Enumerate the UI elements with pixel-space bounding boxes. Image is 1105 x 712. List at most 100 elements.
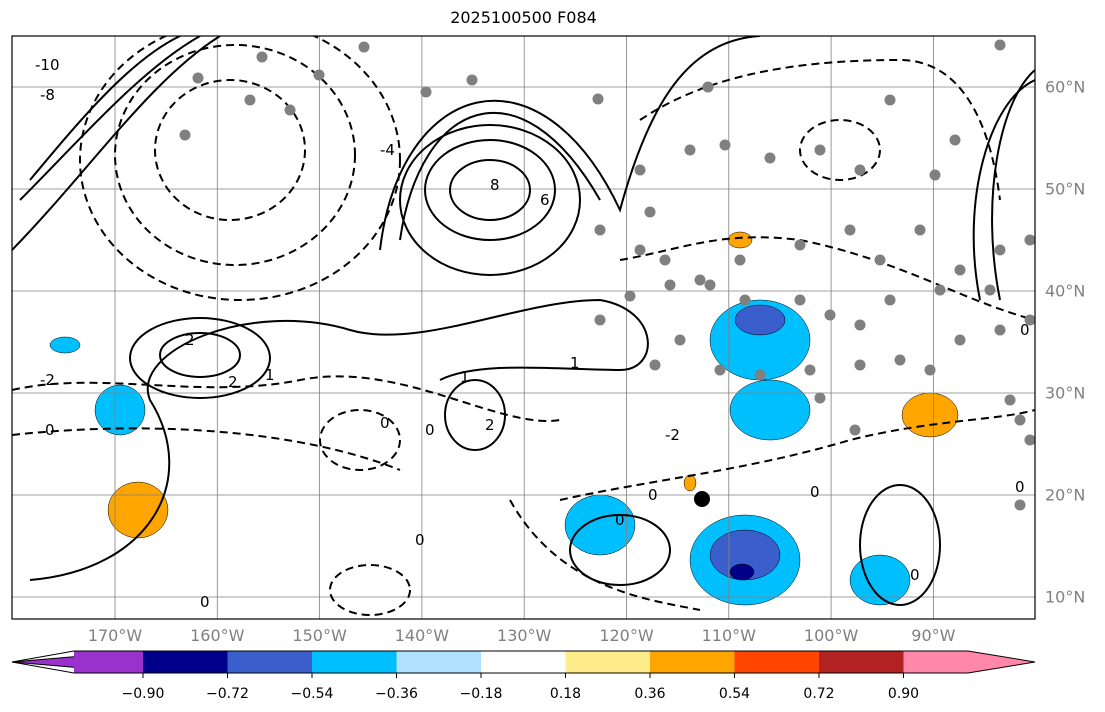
station-marker	[844, 224, 856, 236]
station-marker	[854, 164, 866, 176]
shaded-region	[49, 336, 81, 354]
colorbar-tick-label: 0.54	[718, 686, 751, 702]
station-marker	[702, 81, 714, 93]
latitude-label: 20°N	[1045, 485, 1086, 505]
station-marker	[649, 359, 661, 371]
center-marker	[694, 491, 710, 507]
station-marker	[764, 152, 776, 164]
contour-label: 0	[615, 511, 625, 529]
colorbar-tick-label: −0.18	[459, 686, 503, 702]
contour-label: 0	[425, 421, 435, 439]
colorbar-segment	[819, 651, 904, 673]
shaded-region	[683, 474, 697, 492]
station-marker	[659, 254, 671, 266]
longitude-label: 110°W	[701, 626, 756, 645]
station-marker	[984, 284, 996, 296]
station-marker	[634, 164, 646, 176]
contour-label: 6	[540, 191, 550, 209]
station-marker	[644, 206, 656, 218]
longitude-label: 90°W	[911, 626, 956, 645]
station-marker	[884, 294, 896, 306]
station-marker	[634, 244, 646, 256]
contour-label: 1	[265, 366, 275, 384]
shaded-anomaly-regions	[49, 231, 959, 606]
station-marker	[358, 41, 370, 53]
contour-label: 0	[648, 486, 658, 504]
station-marker	[1014, 499, 1026, 511]
contour-label: -4	[380, 141, 395, 159]
station-marker	[1004, 394, 1016, 406]
station-marker	[754, 369, 766, 381]
colorbar-outline	[11, 650, 1036, 674]
shaded-region	[734, 304, 786, 336]
contour-label: 0	[380, 414, 390, 432]
latitude-label: 10°N	[1045, 587, 1086, 607]
contour-label: 2	[228, 373, 238, 391]
shaded-region	[107, 481, 169, 539]
station-marker	[624, 290, 636, 302]
station-marker	[704, 279, 716, 291]
colorbar-tick-label: −0.54	[290, 686, 334, 702]
station-marker	[420, 86, 432, 98]
station-marker	[949, 134, 961, 146]
longitude-label: 120°W	[599, 626, 654, 645]
station-marker	[1024, 314, 1035, 326]
station-marker	[794, 239, 806, 251]
station-marker	[244, 94, 256, 106]
station-marker	[874, 254, 886, 266]
longitude-label: 160°W	[190, 626, 245, 645]
longitude-label: 140°W	[394, 626, 450, 645]
colorbar-segment	[565, 651, 650, 673]
colorbar-tick-label: −0.72	[206, 686, 249, 702]
colorbar-segment	[396, 651, 481, 673]
colorbar-tick-label: 0.72	[803, 686, 835, 702]
colorbar-tick-label: 0.18	[549, 686, 582, 702]
station-marker	[994, 324, 1006, 336]
station-marker	[594, 224, 606, 236]
colorbar-tick-label: 0.90	[887, 686, 920, 702]
longitude-label: 170°W	[87, 626, 143, 645]
map-title: 2025100500 F084	[450, 8, 597, 27]
longitude-label: 150°W	[292, 626, 347, 645]
station-marker	[714, 364, 726, 376]
station-marker	[994, 39, 1006, 51]
station-marker	[592, 93, 604, 105]
shaded-region	[729, 563, 755, 581]
shaded-region	[901, 392, 959, 438]
station-marker	[794, 294, 806, 306]
colorbar-segment	[312, 651, 397, 673]
station-marker	[1024, 234, 1035, 246]
colorbar-tick-label: −0.36	[375, 686, 418, 702]
station-marker	[684, 144, 696, 156]
latitude-label: 60°N	[1045, 77, 1086, 97]
station-marker	[1014, 414, 1026, 426]
station-markers	[179, 39, 1035, 511]
contour-label: 8	[490, 176, 500, 194]
station-marker	[824, 309, 836, 321]
latitude-label: 50°N	[1045, 179, 1086, 199]
station-marker	[466, 74, 478, 86]
colorbar	[11, 650, 1036, 678]
station-marker	[192, 72, 204, 84]
colorbar-segment	[74, 651, 143, 673]
contour-label: 0	[910, 566, 920, 584]
station-marker	[954, 264, 966, 276]
colorbar-segment	[481, 651, 566, 673]
station-marker	[313, 69, 325, 81]
station-marker	[594, 314, 606, 326]
contour-label: 0	[810, 483, 820, 501]
longitude-label: 100°W	[803, 626, 859, 645]
solid-contours	[12, 36, 1035, 606]
station-marker	[739, 294, 751, 306]
station-marker	[734, 254, 746, 266]
station-marker	[929, 169, 941, 181]
station-marker	[814, 144, 826, 156]
latitude-label: 30°N	[1045, 383, 1086, 403]
dashed-contours	[12, 36, 1035, 616]
station-marker	[924, 364, 936, 376]
longitude-label: 130°W	[497, 626, 552, 645]
contour-label: 0	[200, 593, 210, 611]
station-marker	[994, 244, 1006, 256]
station-marker	[179, 129, 191, 141]
